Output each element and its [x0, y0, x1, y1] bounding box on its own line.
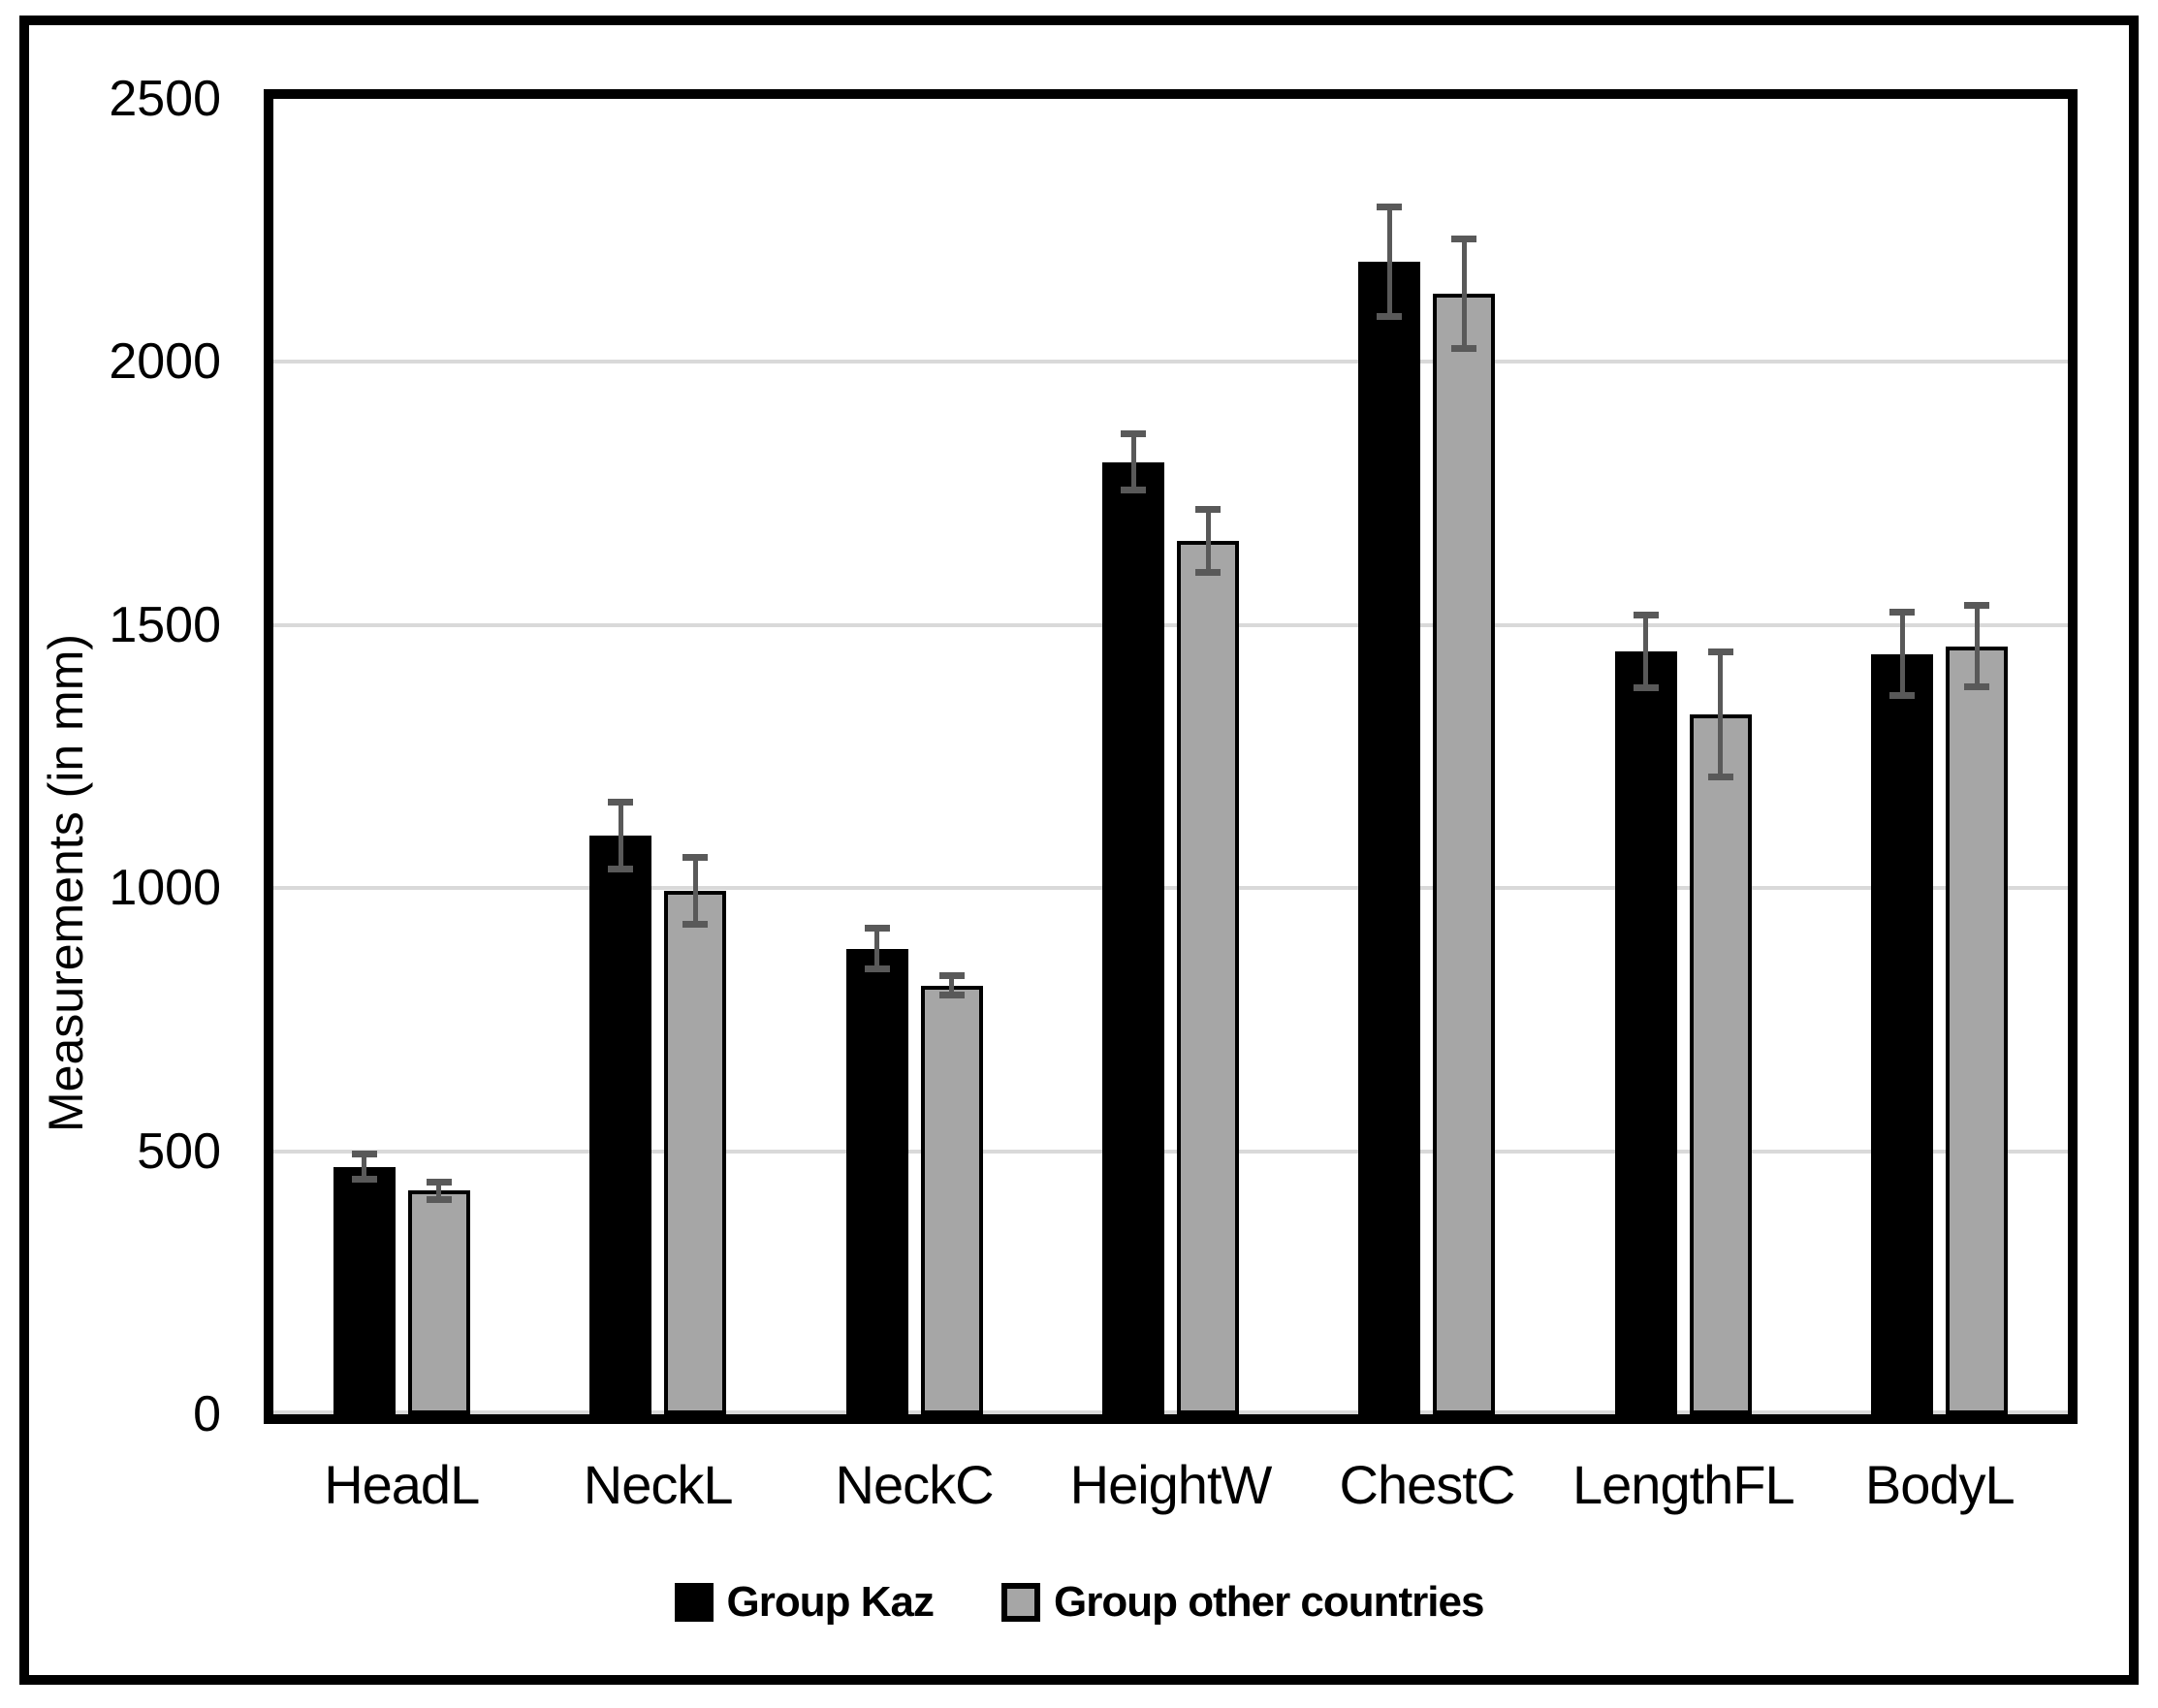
category-label-headl: HeadL: [324, 1454, 480, 1515]
error-bar-cap-top: [1633, 611, 1659, 618]
error-bar-stem: [1386, 206, 1392, 318]
bar-group-other-countries-HeadL: [407, 1190, 470, 1414]
bar-group-kaz-HeightW: [1102, 461, 1164, 1414]
bar-group-other-countries-LengthFL: [1689, 714, 1752, 1414]
error-bar-stem: [1130, 432, 1136, 491]
gridline-1000: [273, 886, 2068, 891]
bar-group-kaz-BodyL: [1871, 653, 1934, 1414]
error-bar-cap-top: [1889, 609, 1916, 617]
gridline-0: [273, 1410, 2068, 1414]
error-bar-cap-bottom: [608, 866, 634, 873]
error-bar-stem: [949, 974, 955, 996]
legend-item-group-other-countries: Group other countries: [1000, 1578, 1484, 1627]
y-tick-label-1500: 1500: [109, 596, 221, 653]
legend-item-group-kaz: Group Kaz: [674, 1578, 935, 1627]
error-bar-cap-top: [1451, 235, 1477, 242]
error-bar-stem: [1205, 509, 1211, 573]
error-bar-cap-bottom: [1889, 692, 1916, 700]
bar-group-other-countries-NeckL: [664, 890, 727, 1414]
category-label-lengthfl: LengthFL: [1572, 1454, 1795, 1515]
bar-group-other-countries-BodyL: [1946, 646, 2009, 1414]
error-bar-stem: [1974, 605, 1980, 687]
error-bar-cap-bottom: [1451, 344, 1477, 352]
error-bar-stem: [618, 801, 623, 870]
category-label-chestc: ChestC: [1339, 1454, 1516, 1515]
legend-label: Group other countries: [1053, 1578, 1484, 1626]
error-bar-stem: [1643, 614, 1649, 688]
error-bar-stem: [1718, 650, 1724, 778]
error-bar-cap-top: [1707, 648, 1733, 655]
y-tick-label-500: 500: [137, 1123, 221, 1180]
bar-group-other-countries-HeightW: [1177, 540, 1239, 1414]
bar-group-kaz-ChestC: [1358, 262, 1421, 1414]
y-tick-label-0: 0: [193, 1386, 221, 1442]
error-bar-cap-bottom: [938, 992, 965, 999]
error-bar-stem: [1461, 237, 1467, 349]
bar-group-kaz-HeadL: [333, 1166, 396, 1414]
error-bar-cap-bottom: [1121, 487, 1146, 494]
error-bar-cap-top: [864, 924, 890, 932]
bar-group-other-countries-NeckC: [920, 985, 983, 1414]
plot-area: [273, 99, 2068, 1414]
error-bar-cap-top: [682, 853, 709, 861]
legend-swatch-black: [674, 1583, 714, 1622]
y-tick-label-1000: 1000: [109, 860, 221, 917]
error-bar-cap-bottom: [1633, 683, 1659, 691]
category-label-neckc: NeckC: [835, 1454, 995, 1515]
y-tick-label-2000: 2000: [109, 333, 221, 391]
error-bar-stem: [436, 1181, 442, 1201]
bar-group-other-countries-ChestC: [1433, 293, 1496, 1414]
error-bar-cap-bottom: [864, 965, 890, 973]
error-bar-cap-top: [1377, 204, 1403, 211]
category-label-neckl: NeckL: [583, 1454, 734, 1515]
error-bar-stem: [692, 856, 698, 926]
error-bar-cap-bottom: [1707, 774, 1733, 781]
error-bar-cap-top: [1964, 602, 1990, 610]
error-bar-cap-top: [426, 1178, 452, 1186]
legend: Group Kaz Group other countries: [0, 1572, 2158, 1632]
error-bar-cap-bottom: [1377, 313, 1403, 321]
error-bar-cap-bottom: [426, 1196, 452, 1204]
error-bar-cap-top: [608, 798, 634, 806]
category-label-bodyl: BodyL: [1864, 1454, 2015, 1515]
gridline-500: [273, 1149, 2068, 1154]
error-bar-stem: [874, 927, 880, 970]
category-label-heightw: HeightW: [1069, 1454, 1273, 1515]
error-bar-stem: [362, 1154, 367, 1181]
legend-label: Group Kaz: [726, 1578, 935, 1626]
error-bar-cap-top: [938, 971, 965, 979]
bar-group-kaz-LengthFL: [1614, 650, 1677, 1414]
error-bar-cap-bottom: [1195, 568, 1221, 576]
error-bar-stem: [1899, 612, 1905, 697]
error-bar-cap-top: [351, 1151, 377, 1158]
gridline-2000: [273, 360, 2068, 364]
gridline-1500: [273, 622, 2068, 627]
error-bar-cap-bottom: [1964, 682, 1990, 690]
error-bar-cap-top: [1121, 429, 1146, 437]
bar-group-kaz-NeckL: [589, 835, 652, 1414]
y-tick-label-2500: 2500: [109, 71, 221, 127]
legend-swatch-gray: [1000, 1583, 1040, 1622]
error-bar-cap-bottom: [682, 921, 709, 929]
bar-group-kaz-NeckC: [845, 948, 908, 1414]
error-bar-cap-bottom: [351, 1176, 377, 1184]
error-bar-cap-top: [1195, 506, 1221, 514]
